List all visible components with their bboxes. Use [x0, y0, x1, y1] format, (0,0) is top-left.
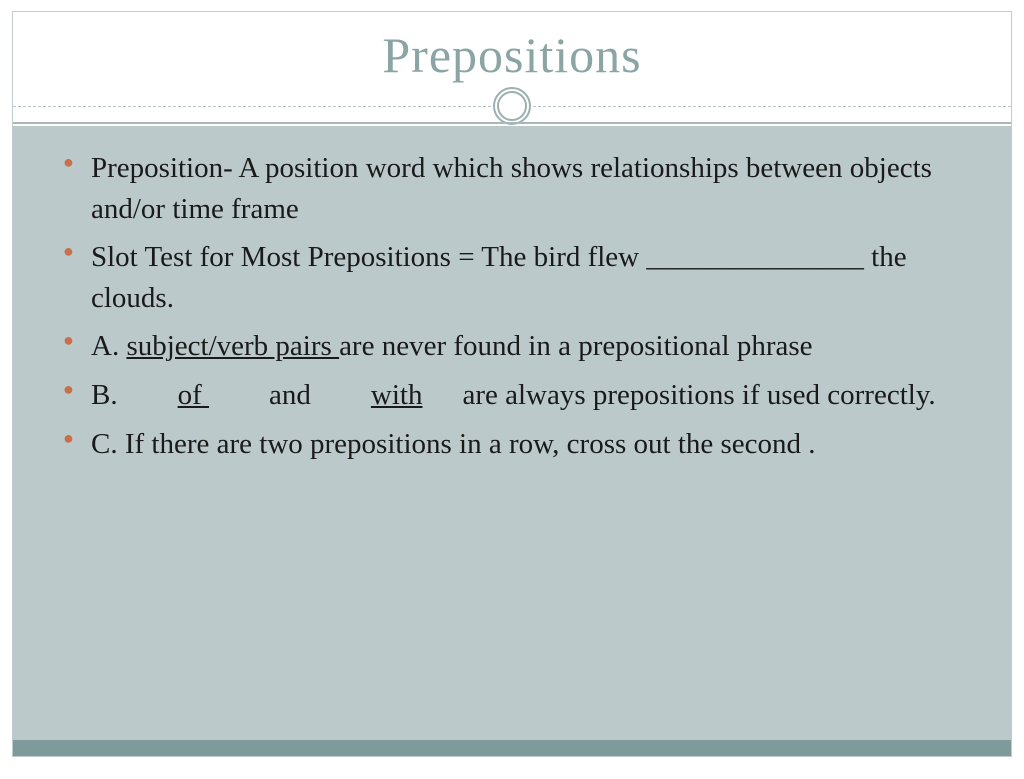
bullet-text: and: [269, 379, 311, 411]
underlined-text: with: [371, 379, 423, 411]
slide-title: Prepositions: [13, 26, 1011, 84]
bullet-item: C. If there are two prepositions in a ro…: [63, 424, 981, 465]
bullet-text: Preposition- A position word which shows…: [91, 152, 932, 225]
bullet-item: B. of and with are always prepositions if u…: [63, 375, 981, 416]
bullet-list: Preposition- A position word which shows…: [63, 148, 981, 464]
bullet-text: are never found in a prepositional phras…: [339, 330, 813, 362]
bullet-text: A.: [91, 330, 126, 362]
slide-container: Prepositions Preposition- A position wor…: [12, 11, 1012, 757]
content-area: Preposition- A position word which shows…: [13, 126, 1011, 740]
blank-line: _______________: [646, 241, 864, 273]
divider: [13, 86, 1011, 126]
bullet-item: A. subject/verb pairs are never found in…: [63, 326, 981, 367]
underlined-text: subject/verb pairs: [126, 330, 339, 362]
footer-bar: [13, 740, 1011, 756]
solid-line: [13, 122, 1011, 124]
circle-ornament: [492, 86, 532, 126]
bullet-text: are always prepositions if used correctl…: [462, 379, 935, 411]
bullet-item: Slot Test for Most Prepositions = The bi…: [63, 237, 981, 318]
underlined-text: of: [178, 379, 209, 411]
slide-header: Prepositions: [13, 12, 1011, 92]
bullet-item: Preposition- A position word which shows…: [63, 148, 981, 229]
bullet-text: B.: [91, 379, 118, 411]
bullet-text: Slot Test for Most Prepositions = The bi…: [91, 241, 646, 273]
bullet-text: C. If there are two prepositions in a ro…: [91, 428, 816, 460]
